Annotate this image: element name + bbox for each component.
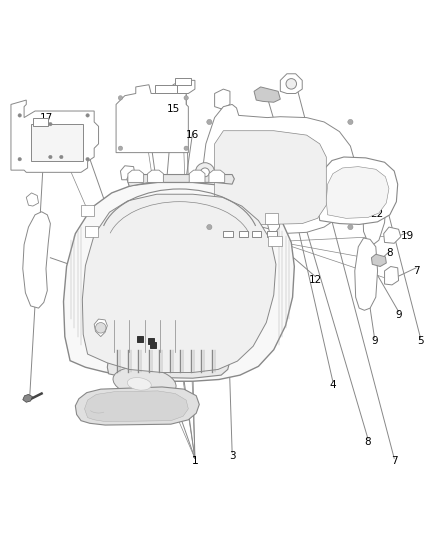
Circle shape	[86, 114, 89, 117]
Text: 7: 7	[413, 266, 420, 276]
Polygon shape	[127, 174, 234, 187]
Text: 12: 12	[309, 274, 322, 285]
Bar	[33, 118, 48, 126]
Circle shape	[49, 155, 52, 159]
Polygon shape	[254, 87, 280, 102]
Text: 9: 9	[395, 310, 402, 320]
Polygon shape	[209, 170, 225, 182]
Polygon shape	[75, 387, 199, 425]
Text: 9: 9	[371, 336, 378, 346]
Circle shape	[348, 119, 353, 125]
Circle shape	[207, 224, 212, 230]
Polygon shape	[64, 182, 294, 381]
Polygon shape	[116, 85, 188, 152]
Ellipse shape	[113, 367, 176, 398]
Circle shape	[18, 157, 21, 161]
Text: 5: 5	[417, 336, 424, 346]
Circle shape	[86, 157, 89, 161]
Polygon shape	[215, 89, 230, 109]
Circle shape	[49, 123, 52, 126]
Text: 16: 16	[186, 130, 199, 140]
Polygon shape	[189, 170, 205, 182]
Bar	[155, 85, 177, 93]
Polygon shape	[173, 80, 195, 93]
Polygon shape	[11, 100, 99, 172]
Circle shape	[18, 114, 21, 117]
Text: 1: 1	[191, 456, 198, 466]
Bar	[223, 231, 233, 237]
Circle shape	[95, 322, 106, 333]
Polygon shape	[326, 167, 389, 219]
Text: 10: 10	[283, 205, 296, 215]
Circle shape	[201, 168, 209, 177]
Text: 14: 14	[149, 308, 162, 318]
Bar	[31, 124, 83, 161]
Polygon shape	[85, 226, 98, 237]
Bar	[252, 231, 261, 237]
Polygon shape	[85, 391, 188, 422]
Polygon shape	[107, 346, 230, 378]
Text: 7: 7	[391, 456, 398, 466]
Bar	[137, 336, 143, 342]
Polygon shape	[252, 227, 274, 250]
Polygon shape	[148, 170, 163, 182]
Polygon shape	[199, 104, 355, 237]
Polygon shape	[318, 157, 398, 224]
Polygon shape	[23, 212, 50, 308]
Circle shape	[195, 163, 215, 182]
Circle shape	[184, 146, 188, 150]
Text: 22: 22	[370, 209, 383, 219]
Polygon shape	[280, 74, 302, 93]
Polygon shape	[26, 193, 39, 206]
Polygon shape	[363, 170, 386, 245]
Circle shape	[60, 155, 63, 159]
Text: 15: 15	[166, 104, 180, 114]
Circle shape	[207, 119, 212, 125]
Polygon shape	[81, 205, 94, 216]
Bar	[150, 342, 156, 348]
Polygon shape	[128, 170, 144, 182]
Polygon shape	[385, 266, 399, 285]
Text: 18: 18	[221, 176, 234, 186]
Circle shape	[118, 146, 123, 150]
Text: 1: 1	[191, 456, 198, 466]
Polygon shape	[355, 238, 378, 310]
Text: 8: 8	[364, 437, 371, 447]
Text: 8: 8	[386, 248, 393, 259]
Bar	[267, 231, 277, 237]
Text: 4: 4	[329, 379, 336, 390]
Circle shape	[118, 96, 123, 100]
Circle shape	[184, 96, 188, 100]
Text: 10: 10	[85, 270, 99, 280]
Circle shape	[348, 224, 353, 230]
Polygon shape	[82, 194, 276, 373]
Polygon shape	[215, 131, 326, 225]
Bar	[148, 338, 154, 344]
Text: 19: 19	[401, 231, 414, 241]
Polygon shape	[371, 254, 386, 266]
Polygon shape	[23, 394, 32, 402]
Text: 17: 17	[39, 112, 53, 123]
Polygon shape	[384, 227, 401, 243]
Bar	[239, 231, 248, 237]
Polygon shape	[94, 319, 107, 336]
Polygon shape	[263, 169, 285, 233]
Circle shape	[286, 78, 297, 89]
Text: 3: 3	[229, 451, 236, 461]
Polygon shape	[100, 316, 206, 356]
Polygon shape	[120, 166, 135, 180]
Text: 21: 21	[237, 152, 250, 162]
Ellipse shape	[127, 377, 151, 390]
Polygon shape	[265, 213, 278, 223]
Bar	[175, 78, 191, 85]
Polygon shape	[268, 236, 282, 246]
